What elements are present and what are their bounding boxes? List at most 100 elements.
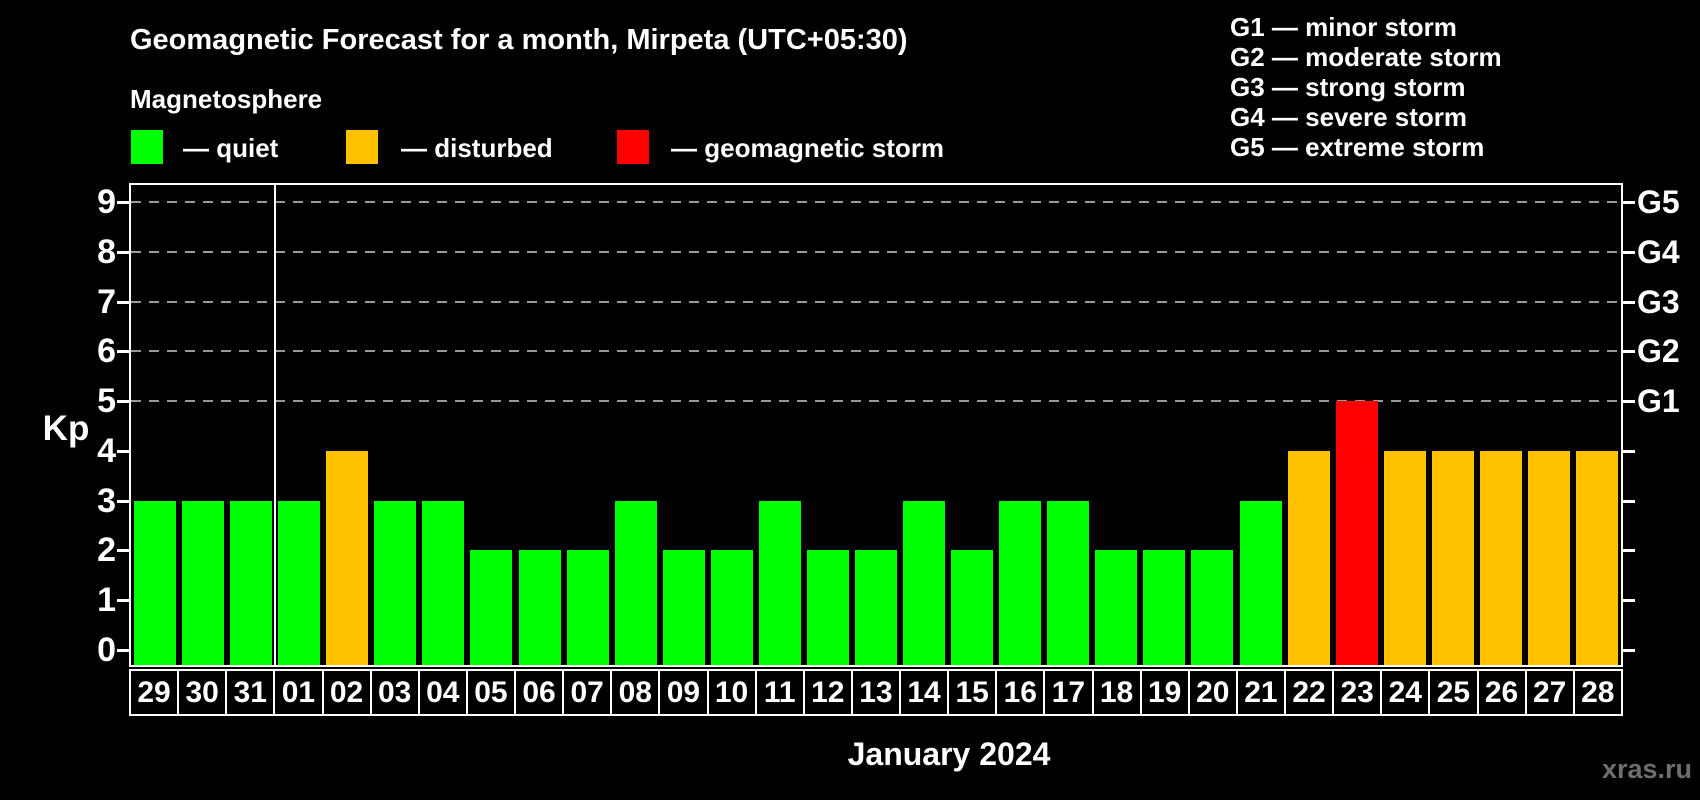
left-tick-kp1 — [117, 599, 129, 603]
kp-bar-day-30 — [182, 500, 225, 665]
gridline-kp8 — [131, 250, 1621, 253]
kp-bar-day-31 — [230, 500, 273, 665]
day-label-05: 05 — [465, 669, 516, 716]
y-tick-label-9: 9 — [97, 183, 116, 221]
kp-bar-day-01 — [278, 500, 321, 665]
day-label-11: 11 — [754, 669, 805, 716]
day-label-01: 01 — [273, 669, 324, 716]
chart-title: Geomagnetic Forecast for a month, Mirpet… — [130, 24, 908, 56]
left-tick-kp6 — [117, 350, 129, 354]
day-label-28: 28 — [1572, 669, 1623, 716]
chart-subtitle: Magnetosphere — [130, 84, 323, 114]
gridline-kp7 — [131, 300, 1621, 303]
right-tick-kp5 — [1623, 400, 1635, 404]
day-label-04: 04 — [417, 669, 468, 716]
day-label-27: 27 — [1524, 669, 1575, 716]
kp-bar-day-12 — [806, 550, 849, 665]
day-label-26: 26 — [1476, 669, 1527, 716]
kp-bar-day-17 — [1047, 500, 1090, 665]
right-tick-kp8 — [1623, 250, 1635, 254]
plot-area — [131, 185, 1621, 665]
day-label-31: 31 — [225, 669, 276, 716]
left-tick-kp4 — [117, 449, 129, 453]
kp-bar-day-13 — [855, 550, 897, 665]
g-scale-legend: G1 — minor storm G2 — moderate storm G3 — … — [1230, 12, 1502, 162]
disturbed-legend-label: — disturbed — [401, 133, 553, 163]
kp-bar-day-23 — [1335, 401, 1378, 665]
kp-bar-day-05 — [470, 550, 513, 665]
day-label-18: 18 — [1091, 669, 1142, 716]
disturbed-legend-swatch — [346, 130, 378, 164]
right-axis-label-G5: G5 — [1637, 184, 1680, 220]
day-label-03: 03 — [369, 669, 420, 716]
y-tick-label-0: 0 — [97, 631, 116, 669]
right-tick-kp0 — [1623, 649, 1635, 652]
kp-bar-day-29 — [134, 500, 177, 665]
right-tick-kp9 — [1623, 201, 1635, 204]
y-tick-label-5: 5 — [97, 382, 116, 421]
left-tick-kp5 — [117, 400, 129, 404]
kp-bar-day-21 — [1239, 500, 1282, 665]
gridline-kp9 — [131, 201, 1621, 203]
right-axis-label-G1: G1 — [1637, 383, 1680, 420]
kp-bar-day-06 — [518, 550, 561, 665]
right-tick-kp2 — [1623, 549, 1635, 553]
kp-bar-day-18 — [1095, 550, 1138, 665]
day-label-10: 10 — [706, 669, 757, 716]
kp-bar-day-08 — [614, 500, 657, 665]
right-axis-label-G2: G2 — [1637, 333, 1680, 370]
left-tick-kp7 — [117, 300, 129, 304]
y-tick-label-1: 1 — [97, 581, 116, 620]
y-tick-label-4: 4 — [97, 431, 116, 470]
right-tick-kp7 — [1623, 300, 1635, 304]
kp-bar-day-14 — [903, 500, 946, 665]
kp-bar-day-10 — [710, 550, 753, 665]
g-legend-line: G4 — severe storm — [1230, 102, 1468, 132]
kp-bar-day-24 — [1383, 450, 1426, 665]
y-tick-label-3: 3 — [97, 481, 116, 520]
gridline-kp5 — [131, 400, 1621, 403]
left-tick-kp9 — [117, 201, 129, 204]
kp-bar-day-02 — [326, 450, 369, 665]
y-tick-label-6: 6 — [97, 332, 116, 371]
g-legend-line: G2 — moderate storm — [1230, 42, 1502, 72]
day-label-09: 09 — [658, 669, 709, 716]
day-label-19: 19 — [1139, 669, 1190, 716]
day-label-23: 23 — [1332, 669, 1383, 716]
day-label-16: 16 — [995, 669, 1046, 716]
kp-bar-day-11 — [758, 500, 801, 665]
day-label-12: 12 — [802, 669, 853, 716]
right-axis-label-G4: G4 — [1637, 233, 1680, 270]
g-legend-line: G1 — minor storm — [1230, 12, 1457, 42]
left-tick-kp3 — [117, 499, 129, 503]
day-label-30: 30 — [177, 669, 228, 716]
kp-bar-day-07 — [566, 550, 609, 665]
kp-bar-day-28 — [1575, 450, 1618, 665]
storm-legend-label: — geomagnetic storm — [671, 133, 945, 163]
day-label-07: 07 — [562, 669, 613, 716]
plot-frame — [129, 183, 1623, 667]
y-tick-label-2: 2 — [97, 531, 116, 570]
left-tick-kp0 — [117, 649, 129, 652]
kp-bar-day-15 — [951, 550, 994, 665]
kp-bar-day-09 — [662, 550, 705, 665]
kp-bar-day-20 — [1191, 550, 1234, 665]
y-axis-title: Kp — [42, 409, 90, 448]
right-tick-kp4 — [1623, 449, 1635, 453]
day-label-20: 20 — [1187, 669, 1238, 716]
right-tick-kp1 — [1623, 599, 1635, 603]
day-label-15: 15 — [947, 669, 998, 716]
day-label-29: 29 — [129, 669, 180, 716]
x-axis-title: January 2024 — [847, 736, 1051, 772]
day-label-06: 06 — [514, 669, 565, 716]
g-legend-line: G5 — extreme storm — [1230, 132, 1485, 162]
y-tick-label-8: 8 — [97, 232, 116, 271]
gridline-kp6 — [131, 350, 1621, 353]
kp-bar-day-25 — [1431, 450, 1474, 665]
kp-bar-day-26 — [1479, 450, 1522, 665]
x-axis-day-labels: 29 30 31 01 02 03 04 05 06 07 08 09 10 11 12 13 14 15 16 17… — [129, 669, 1623, 716]
day-label-14: 14 — [899, 669, 950, 716]
quiet-legend-swatch — [131, 130, 163, 164]
day-label-22: 22 — [1284, 669, 1335, 716]
